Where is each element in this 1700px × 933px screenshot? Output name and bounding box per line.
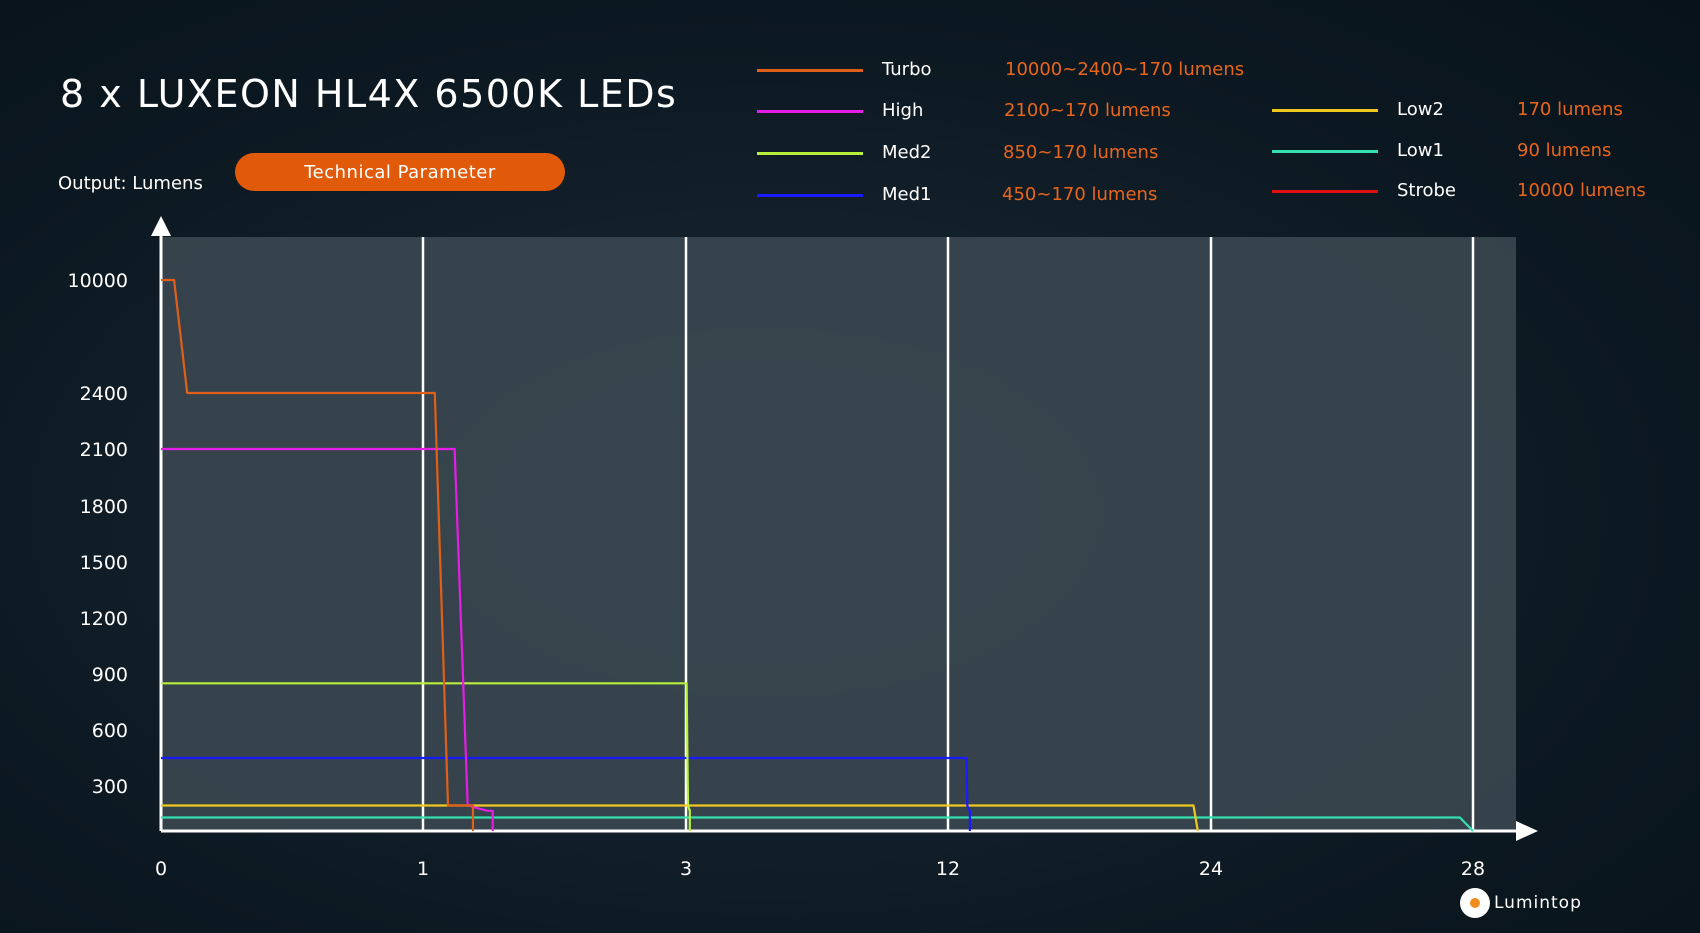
legend-value: 850~170 lumens [1003,142,1159,163]
series-line-turbo [161,278,475,831]
x-tick-label: 3 [680,858,692,880]
x-tick-label: 1 [417,858,429,880]
legend-label: High [882,100,924,121]
legend-value: 90 lumens [1517,140,1612,161]
legend-value: 450~170 lumens [1002,184,1158,205]
y-tick-label: 1200 [80,608,128,630]
legend-swatch [1272,150,1378,153]
plot-area [161,237,1516,831]
y-tick-label: 2400 [80,383,128,405]
legend-swatch [1272,109,1378,112]
y-axis-arrow-icon [151,216,171,236]
y-tick-label: 300 [92,776,128,798]
series-line-low2 [161,804,1199,832]
legend-label: Turbo [882,59,932,80]
y-tick-label: 2100 [80,439,128,461]
legend-value: 2100~170 lumens [1004,100,1171,121]
y-tick-label: 1500 [80,552,128,574]
brand-text: Lumintop [1494,893,1582,913]
x-tick-label: 0 [155,858,167,880]
series-line-med1 [161,756,972,831]
x-tick-label: 28 [1461,858,1485,880]
legend-swatch [757,69,863,72]
brand-logo: Lumintop [1460,888,1582,918]
x-axis-arrow-icon [1516,821,1538,841]
legend-value: 170 lumens [1517,99,1623,120]
legend-label: Low2 [1397,99,1444,120]
technical-parameter-button[interactable]: Technical Parameter [235,153,565,191]
series-line-high [161,447,494,831]
legend-value: 10000~2400~170 lumens [1005,59,1245,80]
series-line-low1 [161,816,1474,832]
legend-swatch [1272,190,1378,193]
legend-label: Strobe [1397,180,1457,201]
y-tick-label: 900 [92,664,128,686]
legend-swatch [757,152,863,155]
x-tick-label: 12 [936,858,960,880]
legend-label: Med2 [882,142,932,163]
logo-icon [1460,888,1490,918]
legend-label: Med1 [882,184,932,205]
legend-swatch [757,194,863,197]
legend-value: 10000 lumens [1517,180,1646,201]
x-tick-label: 24 [1199,858,1223,880]
chart-title: 8 x LUXEON HL4X 6500K LEDs [60,72,678,116]
y-tick-label: 10000 [68,270,128,292]
series-line-med2 [161,682,691,831]
legend-swatch [757,110,863,113]
y-tick-label: 1800 [80,496,128,518]
legend-label: Low1 [1397,140,1444,161]
y-tick-label: 600 [92,720,128,742]
y-axis-title: Output: Lumens [58,173,203,194]
